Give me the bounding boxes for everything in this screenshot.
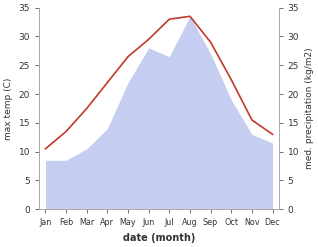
- Y-axis label: max temp (C): max temp (C): [4, 77, 13, 140]
- X-axis label: date (month): date (month): [123, 233, 195, 243]
- Y-axis label: med. precipitation (kg/m2): med. precipitation (kg/m2): [305, 48, 314, 169]
